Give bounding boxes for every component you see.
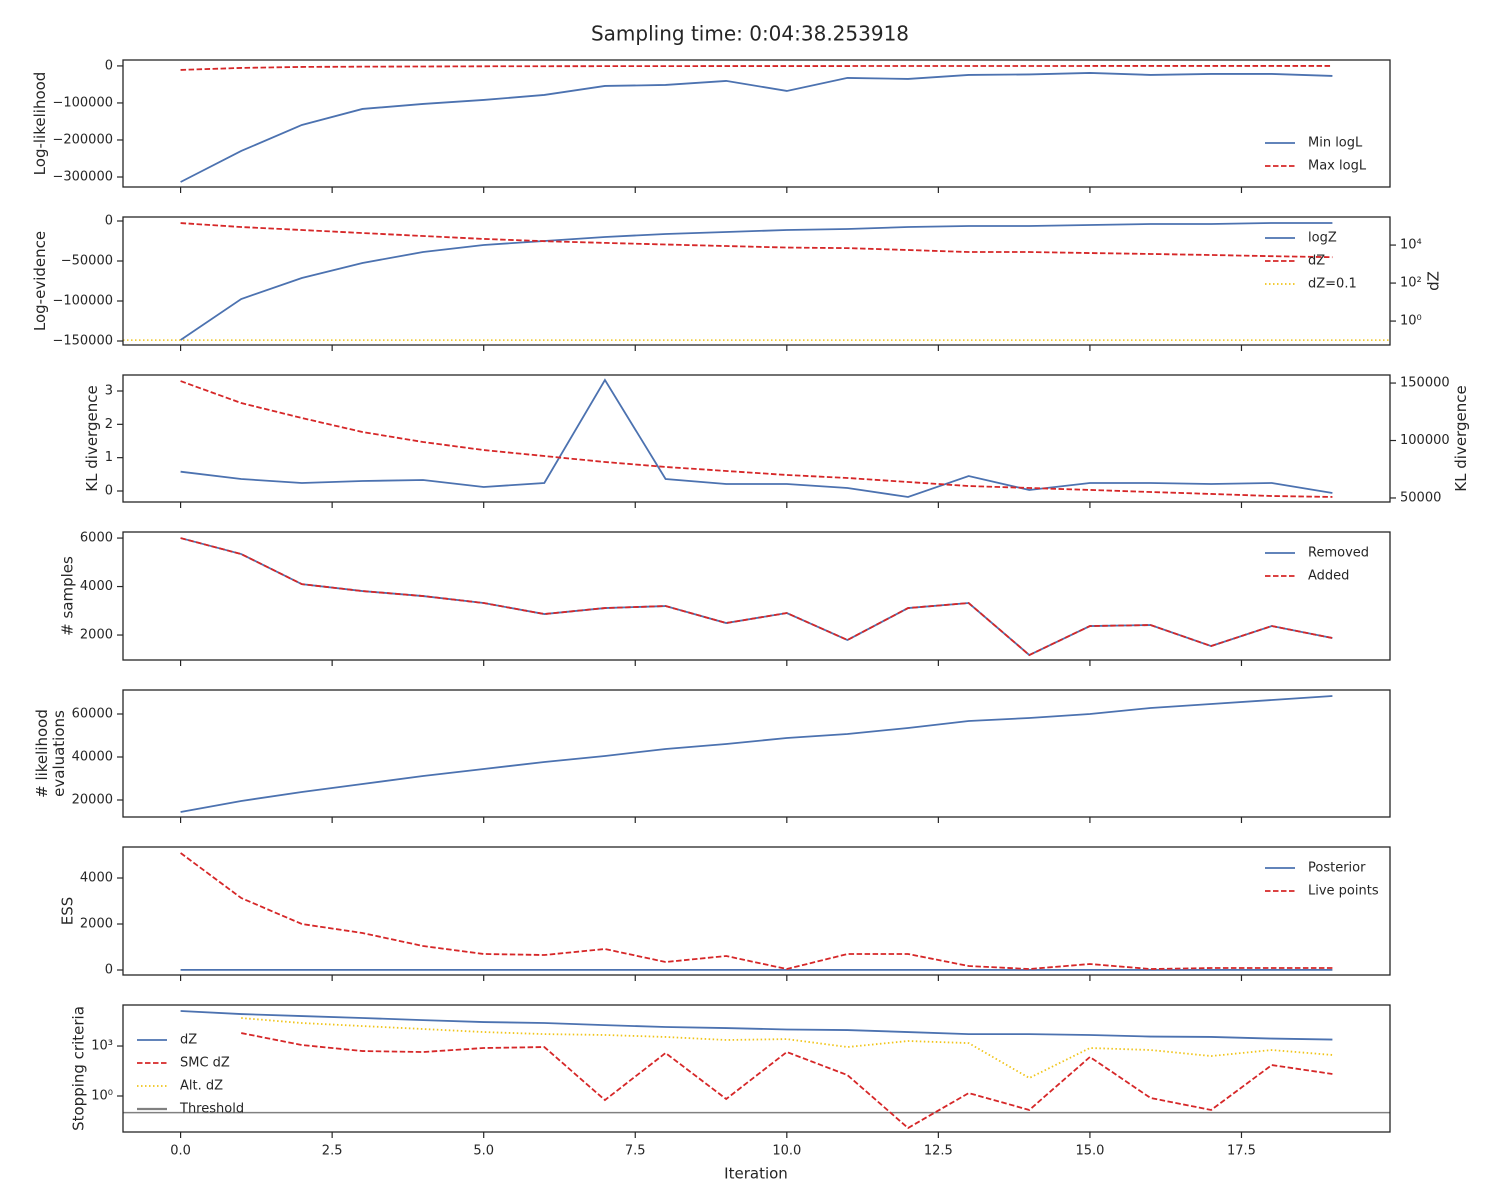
series-line: [180, 222, 1333, 259]
series-line: [180, 65, 1333, 71]
y-tick-label: −100000: [52, 294, 113, 309]
y2-tick-label: 100000: [1400, 433, 1450, 448]
y-tick-label: 0: [105, 214, 113, 229]
series-line: [180, 537, 1333, 657]
y-tick-label: 6000: [80, 531, 113, 546]
series-line: [180, 378, 1333, 498]
y2-tick-label: 50000: [1400, 490, 1441, 505]
legend-label: Live points: [1308, 884, 1379, 899]
y-tick-label: 2000: [80, 628, 113, 643]
axes-frame: [122, 216, 1391, 346]
legend-label: Max logL: [1308, 159, 1367, 174]
x-tick-label: 15.0: [1075, 1144, 1104, 1159]
legend-label: dZ: [180, 1033, 197, 1048]
y-tick-label: 1: [105, 450, 113, 465]
y-tick-label: 60000: [72, 706, 113, 721]
y-tick-label: 10³: [91, 1039, 113, 1054]
series-line: [180, 695, 1333, 813]
y-axis-label: evaluations: [50, 710, 68, 797]
axes-frame: [122, 1004, 1391, 1133]
y-axis-label: ESS: [58, 897, 76, 926]
y-axis-label: Stopping criteria: [70, 1006, 88, 1131]
x-tick-label: 5.0: [473, 1144, 494, 1159]
y-axis-label: # samples: [58, 556, 76, 636]
y-tick-label: 0: [105, 58, 113, 73]
y2-tick-label: 10⁴: [1400, 238, 1422, 253]
y-axis-label: KL divergence: [83, 385, 101, 491]
y-axis-label: # likelihood: [33, 709, 51, 798]
y-tick-label: −100000: [52, 95, 113, 110]
y-tick-label: 20000: [72, 792, 113, 807]
x-tick-label: 17.5: [1227, 1144, 1256, 1159]
legend-label: dZ: [1308, 254, 1325, 269]
y2-tick-label: 10⁰: [1400, 314, 1422, 329]
legend-label: Removed: [1308, 546, 1369, 561]
axes-frame: [122, 846, 1391, 976]
y-tick-label: −200000: [52, 132, 113, 147]
legend-label: SMC dZ: [180, 1056, 230, 1071]
y-tick-label: −50000: [61, 254, 113, 269]
y2-tick-label: 150000: [1400, 376, 1450, 391]
y-tick-label: 0: [105, 484, 113, 499]
series-line: [180, 222, 1333, 341]
y-tick-label: 2: [105, 417, 113, 432]
y-tick-label: 40000: [72, 749, 113, 764]
y2-axis-label: KL divergence: [1452, 385, 1470, 491]
axes-frame: [122, 374, 1391, 503]
y-tick-label: 0: [105, 963, 113, 978]
y-tick-label: 4000: [80, 871, 113, 886]
y-tick-label: −300000: [52, 170, 113, 185]
legend-label: Min logL: [1308, 136, 1363, 151]
x-tick-label: 10.0: [772, 1144, 801, 1159]
axes-frame: [122, 531, 1391, 661]
legend-label: Threshold: [179, 1102, 244, 1117]
y2-axis-label: dZ: [1424, 271, 1442, 291]
figure-title: Sampling time: 0:04:38.253918: [591, 22, 909, 46]
y-tick-label: 2000: [80, 917, 113, 932]
y-tick-label: 3: [105, 384, 113, 399]
legend-label: logZ: [1308, 231, 1337, 246]
x-tick-label: 2.5: [322, 1144, 343, 1159]
x-tick-label: 12.5: [924, 1144, 953, 1159]
legend-label: Posterior: [1308, 861, 1366, 876]
series-line: [180, 72, 1333, 183]
y-tick-label: −150000: [52, 334, 113, 349]
axes-frame: [122, 59, 1391, 188]
series-line: [180, 380, 1333, 498]
y2-tick-label: 10²: [1400, 276, 1422, 291]
series-line: [180, 852, 1333, 970]
y-tick-label: 10⁰: [91, 1088, 113, 1103]
y-tick-label: 4000: [80, 579, 113, 594]
x-axis-label: Iteration: [724, 1165, 788, 1183]
series-line: [180, 1010, 1333, 1041]
y-axis-label: Log-likelihood: [31, 72, 49, 176]
legend-label: Added: [1308, 569, 1349, 584]
axes-frame: [122, 689, 1391, 818]
legend-label: Alt. dZ: [180, 1079, 223, 1094]
x-tick-label: 7.5: [625, 1144, 646, 1159]
y-axis-label: Log-evidence: [31, 231, 49, 331]
x-tick-label: 0.0: [170, 1144, 191, 1159]
legend-label: dZ=0.1: [1308, 277, 1357, 292]
